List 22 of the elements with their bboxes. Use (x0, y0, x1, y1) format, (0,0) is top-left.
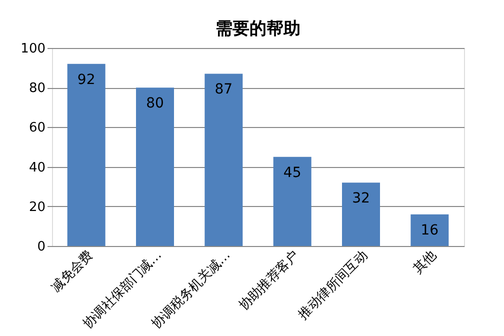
bar (136, 88, 174, 246)
x-tick-label: 减免会费 (48, 248, 96, 296)
y-tick-label: 100 (20, 42, 46, 56)
y-tick-label: 20 (28, 200, 46, 215)
data-label: 80 (146, 96, 164, 112)
chart-title: 需要的帮助 (216, 19, 300, 39)
bar (410, 214, 449, 246)
x-tick-label: 其他 (410, 248, 440, 277)
bar (273, 156, 312, 246)
data-label: 87 (214, 82, 233, 98)
x-tick-label: 推动律所间互动 (296, 248, 371, 323)
data-label: 32 (352, 190, 370, 207)
bar (204, 74, 243, 246)
bar (342, 182, 380, 246)
bar (67, 64, 106, 246)
y-tick-label: 60 (28, 120, 46, 136)
y-tick-label: 40 (28, 160, 46, 176)
data-label: 92 (77, 72, 96, 88)
data-label: 45 (283, 164, 302, 181)
y-tick-label: 80 (28, 81, 46, 96)
y-tick-label: 0 (37, 240, 46, 254)
data-label: 16 (420, 222, 439, 238)
